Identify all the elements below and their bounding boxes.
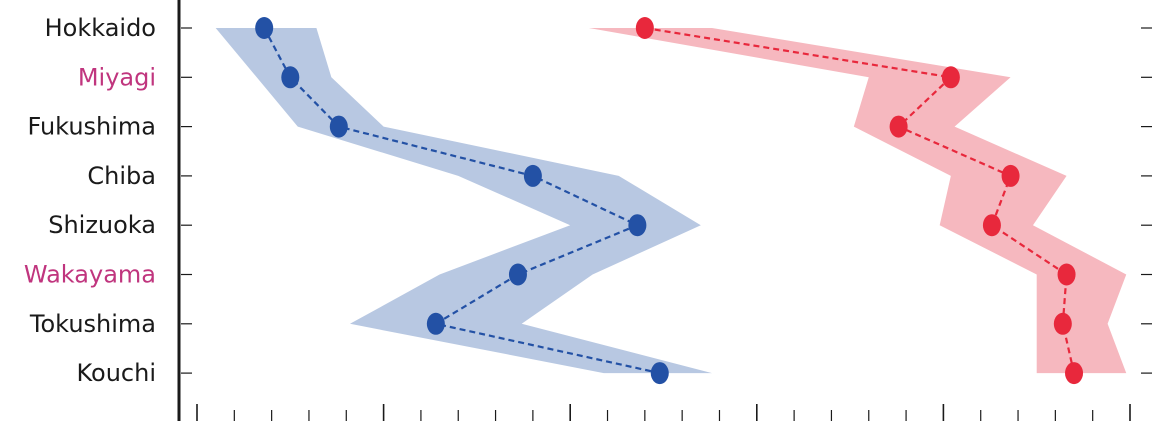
series-2-point-hokkaido [635, 17, 654, 39]
y-tick-label: Tokushima [29, 310, 156, 338]
series-2-point-wakayama [1057, 263, 1076, 286]
y-tick-label: Miyagi [78, 63, 156, 91]
series-2-point-fukushima [889, 115, 908, 138]
y-tick-label: Chiba [87, 162, 156, 190]
y-tick-label: Kouchi [76, 359, 156, 387]
series-2-point-chiba [1001, 164, 1020, 187]
series-2-line [644, 26, 1076, 374]
series-2-point-shizuoka [982, 214, 1001, 237]
series-1-point-shizuoka [628, 214, 647, 237]
y-tick-labels: Hokkaido Miyagi Fukushima Chiba Shizuoka Waka… [24, 14, 156, 387]
series-1-point-miyagi [281, 66, 300, 89]
series-1-point-kouchi [650, 362, 669, 385]
series-1-line [263, 27, 661, 375]
series-2-point-kouchi [1065, 362, 1084, 385]
series-1-point-tokushima [426, 312, 445, 335]
y-ticks [181, 27, 1152, 374]
series-1-point-wakayama [508, 263, 527, 286]
series-lines [263, 26, 1076, 375]
series-2-point-tokushima [1053, 312, 1072, 335]
series-1-band [215, 28, 713, 374]
series-1-point-hokkaido [255, 17, 274, 39]
series-2-band [588, 28, 1127, 374]
series-1-point-fukushima [329, 115, 348, 138]
y-tick-label: Hokkaido [45, 14, 156, 42]
confidence-bands [215, 28, 1127, 374]
y-tick-label: Fukushima [27, 113, 156, 141]
y-tick-label: Shizuoka [48, 211, 156, 239]
y-tick-label: Wakayama [24, 261, 156, 289]
x-ticks [196, 404, 1131, 421]
series-2-point-miyagi [941, 66, 960, 89]
series-1-point-chiba [523, 164, 542, 187]
series-points [255, 17, 1084, 385]
